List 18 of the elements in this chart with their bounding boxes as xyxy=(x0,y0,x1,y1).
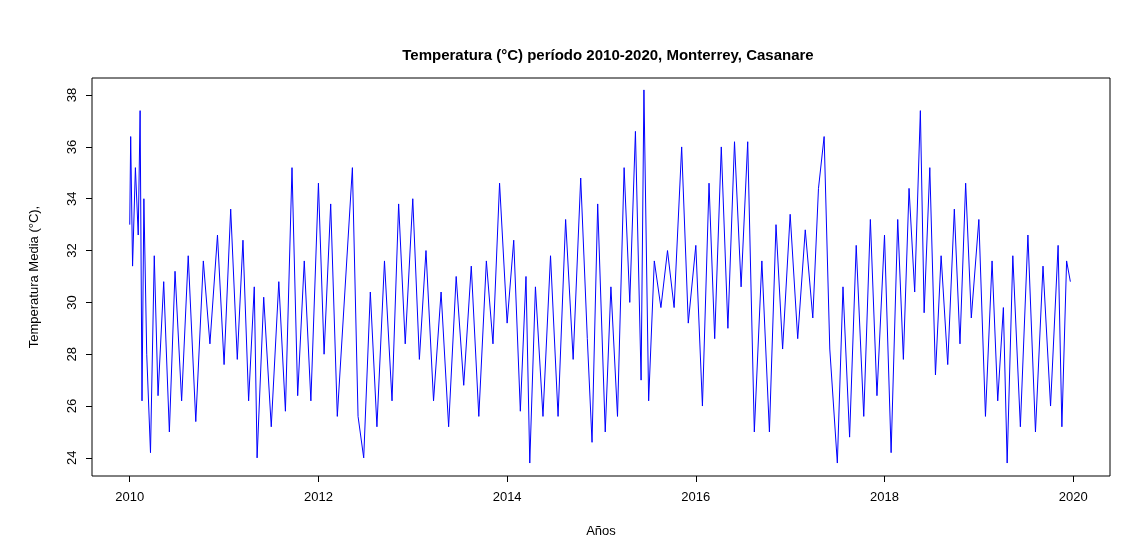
x-tick-label: 2010 xyxy=(115,489,145,504)
y-tick-label: 32 xyxy=(64,243,79,258)
y-tick-label: 38 xyxy=(64,87,79,103)
x-axis-title: Años xyxy=(586,523,617,538)
chart-title: Temperatura (°C) período 2010-2020, Monterrey, Casanare xyxy=(402,46,814,63)
y-tick-label: 26 xyxy=(64,398,79,414)
x-tick-label: 2014 xyxy=(492,489,522,504)
x-tick-label: 2020 xyxy=(1058,489,1088,504)
x-tick-label: 2018 xyxy=(870,489,899,504)
y-tick-label: 30 xyxy=(64,295,79,310)
y-tick-label: 24 xyxy=(64,450,79,466)
line-series xyxy=(129,89,1071,464)
y-axis-title: Temperatura Media (°C), xyxy=(26,205,41,349)
y-tick-label: 36 xyxy=(64,139,79,155)
y-tick-label: 28 xyxy=(64,346,79,362)
x-tick-label: 2012 xyxy=(303,489,333,504)
x-tick-label: 2016 xyxy=(681,489,711,504)
y-tick-label: 34 xyxy=(64,191,79,206)
